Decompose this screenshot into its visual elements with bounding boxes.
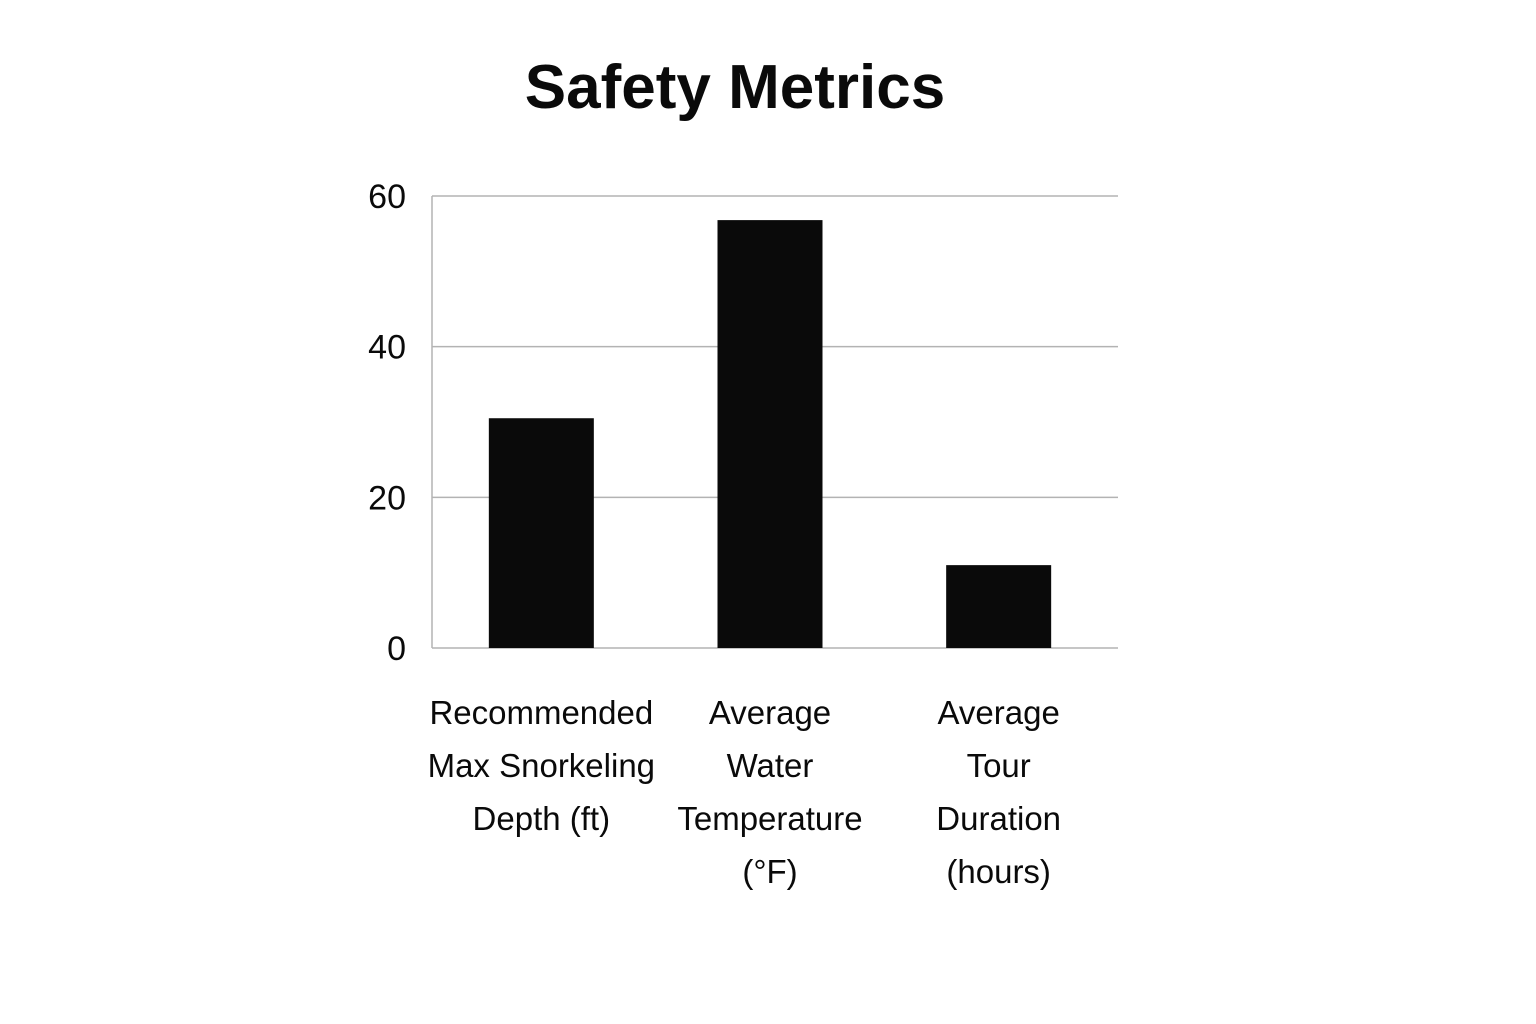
y-tick-labels: 0 20 40 60 <box>368 178 406 668</box>
bar-3 <box>946 565 1052 648</box>
x-tick-label-line: (°F) <box>742 853 797 890</box>
y-tick-label: 20 <box>368 479 406 517</box>
bar-1 <box>488 418 594 648</box>
x-tick-label-line: Tour <box>967 747 1031 784</box>
x-tick-label-line: Temperature <box>677 800 862 837</box>
x-tick-label-line: Average <box>709 694 831 731</box>
y-tick-label: 60 <box>368 178 406 216</box>
chart-title: Safety Metrics <box>524 53 946 122</box>
x-tick-label-line: Water <box>727 747 814 784</box>
bar-2 <box>717 220 823 648</box>
x-tick-labels: Recommended Max Snorkeling Depth (ft) Avera… <box>428 694 1061 890</box>
bars <box>488 220 1052 648</box>
x-tick-label-1: Recommended Max Snorkeling Depth (ft) <box>428 694 655 837</box>
x-tick-label-2: Average Water Temperature (°F) <box>677 694 862 890</box>
y-tick-label: 40 <box>368 329 406 367</box>
x-tick-label-line: Average <box>938 694 1060 731</box>
x-tick-label-line: Recommended <box>429 694 653 731</box>
x-tick-label-line: (hours) <box>946 853 1051 890</box>
x-tick-label-3: Average Tour Duration (hours) <box>936 694 1061 890</box>
x-tick-label-line: Duration <box>936 800 1061 837</box>
x-tick-label-line: Max Snorkeling <box>428 747 655 784</box>
x-tick-label-line: Depth (ft) <box>473 800 611 837</box>
y-tick-label: 0 <box>387 630 406 668</box>
